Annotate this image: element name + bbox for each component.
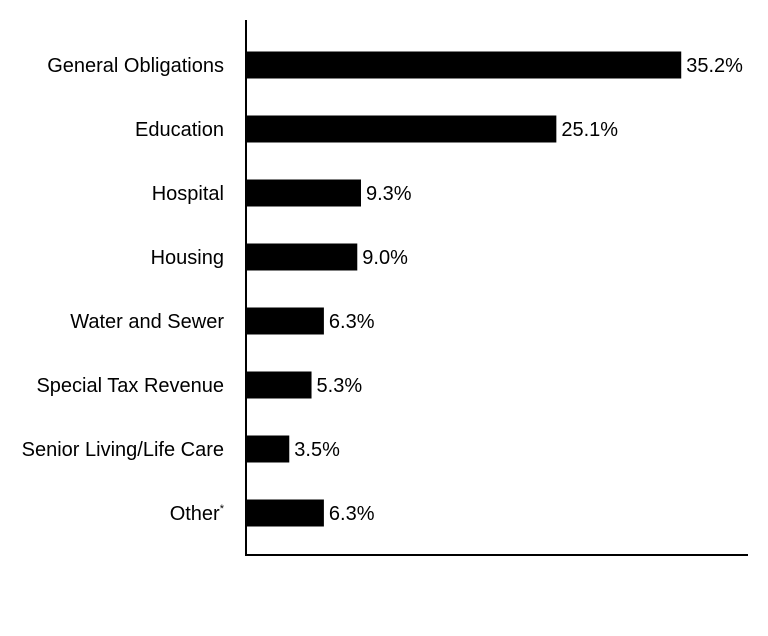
value-label: 3.5% <box>294 439 340 461</box>
category-label: Education <box>135 119 224 141</box>
value-labels: 35.2% 25.1% 9.3% 9.0% 6.3% 5.3% 3.5% 6.3% <box>294 55 743 525</box>
value-label: 5.3% <box>317 375 363 397</box>
value-label: 35.2% <box>686 55 743 77</box>
value-label: 6.3% <box>329 503 375 525</box>
bar-2 <box>246 179 361 207</box>
category-label: Other* <box>170 503 225 525</box>
value-label: 6.3% <box>329 311 375 333</box>
value-label: 9.0% <box>362 247 408 269</box>
bar-3 <box>246 243 358 271</box>
bar-4 <box>246 307 324 335</box>
bars-group <box>246 51 682 527</box>
category-label: Special Tax Revenue <box>36 375 224 397</box>
category-label: Hospital <box>152 183 224 205</box>
value-label: 9.3% <box>366 183 412 205</box>
category-label: Housing <box>151 247 224 269</box>
category-label: Water and Sewer <box>70 311 224 333</box>
footnote-mark: * <box>220 503 225 515</box>
bar-0 <box>246 51 682 79</box>
bar-1 <box>246 115 557 143</box>
bar-5 <box>246 371 312 399</box>
bar-6 <box>246 435 290 463</box>
category-labels: General Obligations Education Hospital Hous… <box>22 55 225 525</box>
bar-7 <box>246 499 324 527</box>
category-label: Senior Living/Life Care <box>22 439 224 461</box>
category-label: General Obligations <box>47 55 224 77</box>
value-label: 25.1% <box>561 119 618 141</box>
